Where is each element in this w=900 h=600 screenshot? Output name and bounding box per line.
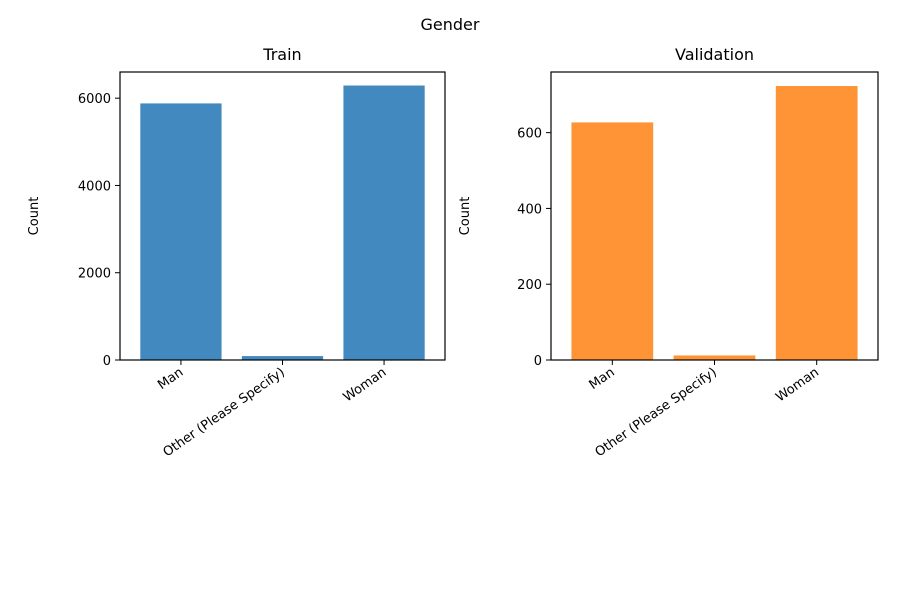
train-ytick-label: 2000 — [78, 267, 111, 282]
train-bar-woman — [343, 85, 425, 360]
train-ylabel: Count — [27, 197, 42, 236]
train-title: Train — [262, 45, 301, 64]
validation-ytick-label: 400 — [517, 202, 542, 217]
validation-ytick-label: 600 — [517, 127, 542, 142]
train-bar-man — [140, 103, 222, 360]
validation-bar-other-please-specify — [673, 355, 756, 360]
figure-suptitle: Gender — [421, 15, 480, 34]
validation-ytick-label: 0 — [534, 354, 542, 369]
train-bar-other-please-specify — [241, 356, 324, 360]
validation-bar-woman — [775, 86, 858, 360]
validation-title: Validation — [675, 45, 754, 64]
train-ytick-label: 0 — [103, 354, 111, 369]
validation-bar-man — [571, 122, 654, 361]
train-ytick-label: 4000 — [78, 179, 111, 194]
validation-ylabel: Count — [458, 197, 473, 236]
validation-ytick-label: 200 — [517, 278, 542, 293]
train-ytick-label: 6000 — [78, 92, 111, 107]
